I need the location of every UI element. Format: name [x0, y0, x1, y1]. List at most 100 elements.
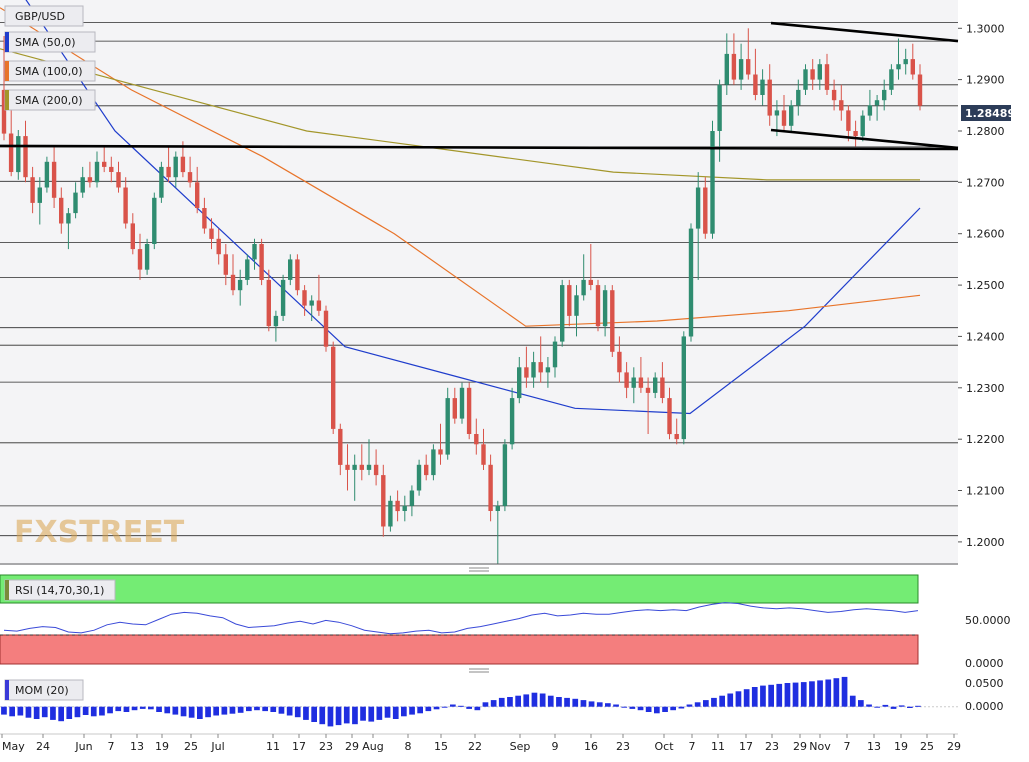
date-label-18: 16	[584, 740, 598, 753]
sma-legend-1[interactable]: SMA (100,0)	[4, 60, 96, 82]
symbol-legend-box[interactable]	[4, 5, 84, 27]
mom-bar-46	[376, 706, 383, 720]
mom-bar-100	[817, 680, 823, 707]
candle-43	[309, 295, 314, 321]
date-label-10: 23	[319, 740, 333, 753]
candle-111	[796, 79, 801, 116]
candle-body-48	[345, 464, 350, 470]
candle-body-101	[724, 53, 729, 85]
candle-body-8	[59, 197, 64, 224]
date-label-29: 19	[894, 740, 908, 753]
mom-bar-95	[776, 683, 783, 707]
price-tick-7: 1.2300	[966, 382, 1005, 395]
mom-bar-61	[498, 697, 505, 707]
mom-legend[interactable]: MOM (20)	[4, 679, 84, 701]
mom-bar-107	[874, 706, 880, 708]
mom-bar-96	[784, 683, 791, 707]
candle-89	[638, 357, 644, 393]
candle-body-87	[624, 372, 629, 388]
candle-28	[202, 197, 207, 234]
mom-bar-1	[9, 706, 15, 717]
candle-68	[488, 454, 493, 522]
candle-body-3	[23, 136, 28, 178]
candle-93	[667, 387, 672, 440]
sma-lines	[0, 0, 921, 415]
mom-bar-67	[547, 695, 554, 707]
candle-125	[896, 38, 901, 80]
candle-26	[187, 156, 193, 188]
candle-59	[424, 454, 429, 481]
candle-body-128	[917, 74, 923, 106]
date-label-26: Nov	[809, 740, 831, 753]
candle-81	[581, 254, 586, 301]
candle-body-11	[80, 177, 85, 193]
mom-bar-92	[751, 687, 758, 707]
candle-79	[567, 279, 572, 327]
candle-body-72	[517, 367, 522, 399]
candle-body-122	[874, 100, 880, 106]
candle-1	[8, 107, 14, 177]
candle-17	[123, 177, 128, 229]
candle-14	[102, 146, 107, 173]
candle-body-74	[531, 362, 536, 378]
candle-body-6	[44, 161, 50, 188]
price-axis: 1.3000 1.2900 1.2800 1.2700 1.2600 1.2500 1.24…	[958, 22, 1005, 549]
sma-legend-0[interactable]: SMA (50,0)	[4, 31, 96, 53]
candle-body-66	[474, 434, 479, 445]
candle-40	[288, 254, 293, 286]
candle-body-55	[395, 500, 400, 512]
date-label-3: 7	[108, 740, 115, 753]
date-label-6: 25	[184, 740, 198, 753]
candle-47	[338, 423, 343, 476]
candle-body-41	[295, 259, 300, 291]
candle-body-88	[631, 377, 636, 388]
date-label-28: 13	[867, 740, 881, 753]
candle-94	[674, 418, 679, 445]
sma-legend-swatch-1	[5, 61, 9, 81]
mom-bar-37	[303, 706, 309, 720]
date-label-0: May	[2, 740, 25, 753]
candle-57	[409, 485, 415, 517]
trendline-1	[770, 128, 959, 150]
mom-bar-44	[360, 706, 366, 721]
mom-tick-0: 0.0000	[965, 700, 1004, 713]
candle-22	[159, 161, 164, 203]
mom-legend-swatch	[5, 680, 9, 700]
splitter-handle-rsi[interactable]	[469, 567, 489, 572]
rsi-legend[interactable]: RSI (14,70,30,1)	[4, 579, 116, 601]
mom-bar-88	[719, 695, 725, 707]
candle-body-44	[316, 300, 322, 311]
mom-bar-31	[254, 706, 260, 711]
candle-body-40	[288, 259, 293, 280]
candle-95	[681, 331, 686, 445]
candle-body-69	[495, 505, 500, 511]
sma-legend-2[interactable]: SMA (200,0)	[4, 89, 96, 111]
mom-bar-28	[229, 706, 236, 714]
candle-body-14	[102, 161, 107, 167]
candle-body-90	[645, 387, 651, 393]
date-label-14: 15	[434, 740, 448, 753]
candle-body-119	[853, 131, 858, 137]
price-tick-9: 1.2100	[966, 485, 1005, 498]
candle-body-31	[223, 254, 228, 275]
candle-body-54	[388, 500, 393, 527]
splitter-handle-mom[interactable]	[469, 668, 489, 673]
candle-78	[560, 279, 565, 347]
candle-65	[466, 382, 472, 440]
symbol-legend[interactable]: GBP/USD	[4, 5, 84, 27]
candle-50	[359, 444, 364, 481]
candle-20	[144, 238, 150, 275]
sma-line-2	[0, 48, 920, 181]
candle-body-75	[538, 362, 543, 373]
mom-bar-33	[270, 706, 277, 712]
date-label-15: 22	[468, 740, 482, 753]
mom-bar-74	[605, 703, 611, 707]
date-label-25: 29	[793, 740, 807, 753]
mom-bar-49	[401, 706, 407, 717]
mom-bar-79	[645, 706, 652, 712]
candle-118	[846, 105, 851, 142]
mom-bar-26	[213, 706, 219, 716]
candle-body-38	[273, 315, 279, 327]
rsi-tick-50: 50.0000	[965, 614, 1011, 627]
candle-body-30	[216, 238, 221, 255]
